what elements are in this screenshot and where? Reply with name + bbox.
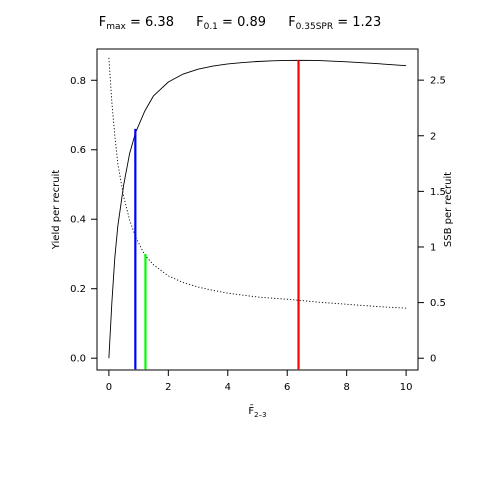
y-left-tick-label: 0.6 bbox=[70, 145, 86, 156]
chart-title: Fmax = 6.38 F0.1 = 0.89 F0.35SPR = 1.23 bbox=[0, 15, 480, 32]
plot-frame bbox=[96, 48, 419, 371]
y-left-tick-label: 0.0 bbox=[70, 354, 86, 365]
y-right-tick-label: 2.5 bbox=[430, 76, 446, 87]
y-left-tick-label: 0.4 bbox=[70, 215, 86, 226]
yield-per-recruit-line bbox=[108, 59, 407, 359]
y-right-tick-label: 1.5 bbox=[430, 187, 446, 198]
y-right-tick-label: 2 bbox=[430, 131, 436, 142]
f035spr-label: F0.35SPR = 1.23 bbox=[288, 15, 382, 32]
fmax-label: Fmax = 6.38 bbox=[98, 15, 174, 32]
x-tick-label: 2 bbox=[165, 382, 171, 393]
y-left-axis-title: Yield per recruit bbox=[51, 170, 62, 251]
y-left-tick-label: 0.8 bbox=[70, 76, 86, 87]
y-right-tick-label: 1 bbox=[430, 242, 436, 253]
x-axis-title: F̄2–3 bbox=[248, 404, 266, 419]
f01-label: F0.1 = 0.89 bbox=[196, 15, 267, 32]
x-tick-label: 6 bbox=[284, 382, 290, 393]
y-right-axis-title: SSB per recruit bbox=[443, 172, 454, 247]
x-tick-label: 4 bbox=[225, 382, 231, 393]
y-left-tick-label: 0.2 bbox=[70, 284, 86, 295]
x-tick-label: 0 bbox=[106, 382, 112, 393]
x-tick-label: 8 bbox=[343, 382, 349, 393]
y-right-tick-label: 0 bbox=[430, 354, 436, 365]
x-tick-label: 10 bbox=[400, 382, 413, 393]
y-right-tick-label: 0.5 bbox=[430, 298, 446, 309]
